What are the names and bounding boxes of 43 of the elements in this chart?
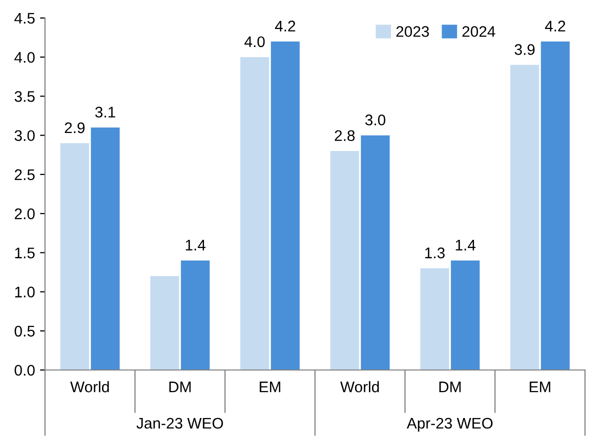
data-label: 3.0 <box>365 114 386 126</box>
y-tick-label: 4.5 <box>14 13 35 24</box>
bar <box>240 57 270 370</box>
bar <box>180 260 210 370</box>
bar <box>90 128 120 370</box>
bar <box>360 135 390 370</box>
bar <box>330 150 360 370</box>
y-tick-label: 0.0 <box>14 364 35 376</box>
y-tick-label: 1.0 <box>15 286 35 298</box>
data-label: 4.2 <box>275 20 296 32</box>
x-tick-label: World <box>340 381 379 392</box>
x-tick-label: DM <box>169 382 191 392</box>
bar <box>540 41 570 370</box>
data-label: 3.1 <box>95 106 116 118</box>
y-tick-label: 0.5 <box>14 326 35 337</box>
bar <box>270 41 300 370</box>
y-tick-label: 1.5 <box>15 248 35 258</box>
data-label: 2.8 <box>334 130 355 142</box>
data-label: 2.9 <box>64 122 85 134</box>
y-tick-label: 3.0 <box>14 130 35 142</box>
y-tick-label: 2.0 <box>14 208 35 220</box>
data-label: 1.4 <box>456 240 476 250</box>
bar <box>510 64 540 370</box>
x-tick-label: DM <box>439 382 461 392</box>
y-tick-label: 3.5 <box>14 91 35 102</box>
x-tick-label: World <box>70 381 109 392</box>
legend-label: 2024 <box>462 26 496 37</box>
x-tick-label: EM <box>530 382 550 392</box>
legend-label: 2023 <box>396 26 429 37</box>
bar <box>150 276 180 370</box>
text: Apr-23 WEO <box>406 418 493 432</box>
bar <box>60 143 90 370</box>
data-label: 3.9 <box>514 44 535 55</box>
x-tick-label: EM <box>260 382 280 392</box>
text: Jan-23 WEO <box>136 418 223 429</box>
data-label: 1.3 <box>425 248 445 258</box>
data-label: 1.4 <box>186 240 206 250</box>
bar <box>450 260 480 370</box>
bar <box>420 268 450 370</box>
data-label: 4.0 <box>244 36 265 48</box>
y-tick-label: 2.5 <box>14 169 35 180</box>
data-label: 4.2 <box>545 20 566 32</box>
y-tick-label: 4.0 <box>14 52 35 63</box>
